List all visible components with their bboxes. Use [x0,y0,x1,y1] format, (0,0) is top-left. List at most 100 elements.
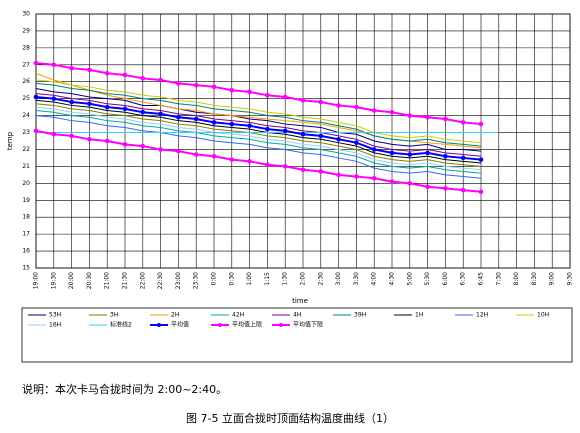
y-tick-label: 22 [22,146,30,153]
point-marker [300,98,306,103]
point-marker [478,157,484,162]
x-tick-label: 5:30 [424,272,431,286]
point-marker [443,153,448,159]
point-marker [282,128,288,134]
x-tick-label: 23:00 [175,272,182,289]
legend-label: 16H [49,322,61,329]
series-line [35,106,482,171]
y-axis-label: temp [6,131,14,150]
point-marker [33,128,39,134]
point-marker [318,99,324,105]
point-marker [104,104,110,110]
point-marker [229,87,235,93]
x-tick-label: 22:30 [157,272,164,289]
point-marker [33,60,39,66]
legend-marker [218,323,222,327]
point-marker [87,101,92,107]
point-marker [122,72,128,78]
x-tick-label: 9:30 [567,272,574,286]
x-tick-label: 8:00 [513,272,520,286]
y-tick-label: 24 [22,112,30,119]
point-marker [371,147,377,152]
x-tick-label: 21:00 [104,272,111,289]
legend-label: 平均值上限 [232,321,262,329]
point-marker [176,81,181,86]
x-tick-label: 0:00 [211,272,218,286]
point-marker [407,152,413,157]
point-marker [265,162,270,168]
point-marker [389,109,395,115]
point-marker [51,96,57,101]
y-tick-label: 19 [22,197,30,204]
x-tick-label: 6:00 [442,272,449,286]
legend-label: 标准线2 [110,321,132,329]
x-axis-label: time [292,297,308,305]
x-tick-label: 7:30 [495,272,502,286]
point-marker [211,153,217,159]
point-marker [407,181,413,186]
x-tick-label: 19:00 [33,272,40,289]
point-marker [460,120,466,125]
point-marker [265,92,270,98]
point-marker [247,89,252,95]
legend-label: 12H [476,312,488,319]
point-marker [336,103,341,108]
point-marker [122,106,128,112]
point-marker [389,150,395,156]
point-marker [318,169,324,174]
point-marker [443,116,448,122]
point-marker [193,152,199,157]
point-marker [371,108,377,113]
point-marker [140,76,146,81]
x-tick-label: 4:00 [371,272,378,286]
x-tick-label: 6:45 [478,272,485,286]
legend-label: 1H [415,312,423,319]
point-marker [478,189,484,195]
point-marker [354,174,359,179]
y-tick-label: 29 [22,27,30,34]
x-tick-label: 3:00 [335,272,342,286]
x-tick-label: 8:30 [531,272,538,286]
point-marker [69,133,74,139]
x-tick-label: 1:15 [264,272,271,286]
point-marker [478,121,484,127]
y-tick-label: 20 [22,180,30,187]
x-tick-label: 6:30 [460,272,467,286]
point-marker [425,114,430,120]
point-marker [336,137,341,142]
point-marker [69,65,74,71]
point-marker [140,143,146,149]
figure-title: 图 7-5 立面合拢时顶面结构温度曲线（1） [186,411,394,425]
y-tick-label: 28 [22,44,30,51]
point-marker [211,84,217,90]
legend-label: 平均值下限 [293,321,323,329]
x-tick-label: 5:00 [406,272,413,286]
point-marker [371,175,377,181]
point-marker [425,184,430,190]
legend-box [21,307,573,363]
point-marker [229,121,235,127]
x-tick-label: 1:00 [246,272,253,286]
x-tick-label: 2:00 [300,272,307,286]
point-marker [158,77,163,83]
point-marker [104,70,110,76]
point-marker [104,138,110,144]
plot-border [35,13,571,269]
legend-label: 39H [354,312,366,319]
series-line [35,93,482,157]
point-marker [51,62,57,68]
x-tick-label: 20:00 [68,272,75,289]
y-tick-label: 30 [22,11,30,18]
point-marker [265,126,270,132]
y-tick-label: 21 [22,163,30,170]
point-marker [318,133,324,139]
x-tick-label: 22:00 [139,272,146,289]
point-marker [336,172,341,178]
point-marker [247,123,252,129]
point-marker [51,131,57,137]
point-marker [354,140,359,145]
legend-label: 3H [110,312,118,319]
series-line [35,82,482,147]
